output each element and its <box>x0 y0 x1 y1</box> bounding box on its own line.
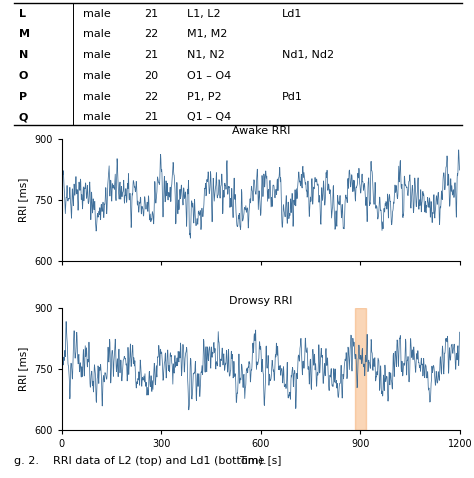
Text: Ld1: Ld1 <box>282 9 302 19</box>
Text: male: male <box>83 50 111 60</box>
Text: Q1 – Q4: Q1 – Q4 <box>187 112 231 122</box>
Bar <box>355 308 366 430</box>
Text: O: O <box>19 71 28 81</box>
Text: N1, N2: N1, N2 <box>187 50 225 60</box>
Text: L1, L2: L1, L2 <box>187 9 221 19</box>
Text: 22: 22 <box>145 92 159 102</box>
Text: male: male <box>83 71 111 81</box>
Title: Awake RRI: Awake RRI <box>231 127 290 136</box>
Text: Nd1, Nd2: Nd1, Nd2 <box>282 50 334 60</box>
Text: L: L <box>19 9 26 19</box>
Text: Pd1: Pd1 <box>282 92 303 102</box>
Text: N: N <box>19 50 28 60</box>
Text: 21: 21 <box>145 9 159 19</box>
Text: M: M <box>19 30 30 40</box>
Text: Q: Q <box>19 112 28 122</box>
Text: P1, P2: P1, P2 <box>187 92 222 102</box>
Text: male: male <box>83 112 111 122</box>
Y-axis label: RRI [ms]: RRI [ms] <box>18 178 28 222</box>
Text: P: P <box>19 92 27 102</box>
Text: male: male <box>83 30 111 40</box>
Text: O1 – O4: O1 – O4 <box>187 71 231 81</box>
Text: 20: 20 <box>145 71 159 81</box>
Text: g. 2.    RRI data of L2 (top) and Ld1 (bottom).: g. 2. RRI data of L2 (top) and Ld1 (bott… <box>14 456 267 466</box>
X-axis label: Time [s]: Time [s] <box>239 455 282 465</box>
Text: male: male <box>83 9 111 19</box>
Text: 21: 21 <box>145 112 159 122</box>
Text: M1, M2: M1, M2 <box>187 30 228 40</box>
Text: 21: 21 <box>145 50 159 60</box>
Text: 22: 22 <box>145 30 159 40</box>
Title: Drowsy RRI: Drowsy RRI <box>229 295 292 305</box>
Y-axis label: RRI [ms]: RRI [ms] <box>18 347 28 391</box>
Text: male: male <box>83 92 111 102</box>
